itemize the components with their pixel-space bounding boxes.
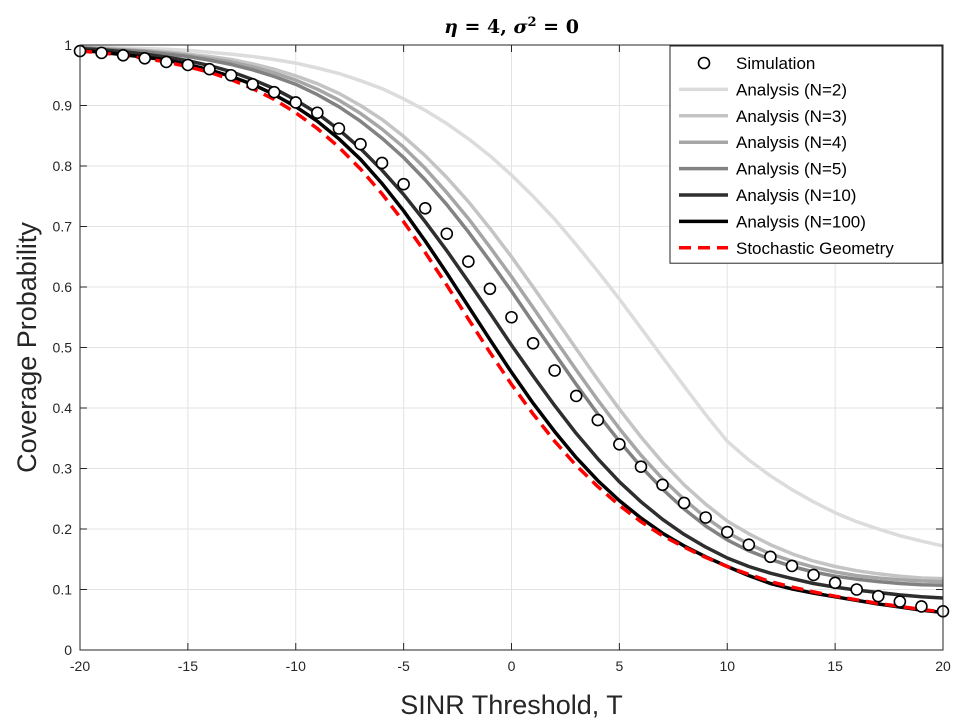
legend: Simulation Analysis (N=2) Analysis (N=3) An…	[669, 45, 943, 264]
x-tick-label: -5	[397, 658, 410, 674]
series-line-analysis-n-3	[79, 45, 944, 581]
simulation-markers	[73, 44, 950, 618]
series-layer	[79, 45, 944, 615]
simulation-marker	[548, 364, 561, 377]
legend-label-analysis-n-2: Analysis (N=2)	[736, 80, 847, 99]
y-tick-label: 0.9	[53, 98, 73, 114]
simulation-marker	[160, 55, 173, 69]
x-tick-label: -10	[286, 658, 306, 674]
simulation-marker	[289, 96, 303, 109]
y-tick-label: 0.8	[53, 158, 73, 174]
series-line-stochastic-geometry	[79, 49, 944, 614]
simulation-marker	[116, 48, 130, 62]
y-tick-label: 0.2	[53, 521, 73, 537]
simulation-marker	[418, 202, 432, 215]
y-tick-label: 1	[64, 37, 72, 53]
x-tick-label: 10	[719, 658, 735, 674]
title-sigma-superscript: 2	[528, 15, 537, 30]
y-tick-label: 0.1	[53, 582, 73, 598]
simulation-marker	[246, 78, 259, 91]
title-sigma-text: = 0	[537, 16, 579, 38]
y-tick-label: 0.7	[53, 219, 73, 235]
y-axis-title: Coverage Probability	[12, 222, 42, 473]
simulation-marker	[505, 310, 518, 324]
simulation-marker	[893, 595, 907, 608]
simulation-marker	[95, 46, 108, 60]
x-tick-label: -15	[178, 658, 198, 674]
title-eta-text: = 4,	[458, 16, 514, 38]
simulation-marker	[850, 583, 864, 596]
y-tick-label: 0.6	[53, 279, 73, 295]
legend-label-simulation: Simulation	[736, 54, 815, 73]
series-line-analysis-n-4	[79, 45, 944, 584]
x-axis-title: SINR Threshold, T	[400, 690, 623, 720]
simulation-marker	[397, 177, 410, 191]
legend-label-analysis-n-4: Analysis (N=4)	[736, 133, 847, 152]
simulation-marker	[181, 58, 195, 72]
legend-label-analysis-n-100: Analysis (N=100)	[736, 212, 866, 231]
simulation-marker	[699, 511, 712, 524]
simulation-marker	[354, 137, 367, 151]
simulation-marker	[613, 437, 626, 451]
series-line-analysis-n-5	[79, 46, 944, 588]
simulation-marker	[483, 282, 497, 296]
simulation-marker	[634, 460, 648, 473]
x-tick-label: 20	[935, 658, 951, 674]
simulation-marker	[332, 122, 346, 135]
simulation-marker	[375, 156, 389, 170]
simulation-marker	[462, 255, 475, 268]
legend-box	[669, 45, 943, 264]
simulation-marker	[203, 62, 216, 76]
simulation-marker	[656, 478, 669, 492]
simulation-marker	[267, 85, 281, 99]
title-eta-symbol: η	[444, 16, 458, 38]
simulation-marker	[720, 525, 734, 539]
simulation-marker	[440, 227, 454, 241]
title-sigma-symbol: σ	[514, 16, 529, 38]
chart-title: η = 4, σ2 = 0	[444, 15, 579, 39]
simulation-marker	[764, 550, 777, 564]
legend-swatch-simulation	[697, 56, 711, 70]
x-tick-label: -20	[70, 658, 90, 674]
series-line-analysis-n-10	[79, 46, 944, 600]
simulation-marker	[677, 496, 691, 510]
simulation-marker	[871, 589, 885, 603]
x-tick-label: 5	[615, 658, 623, 674]
legend-label-analysis-n-3: Analysis (N=3)	[736, 107, 847, 126]
legend-label-stochastic-geometry: Stochastic Geometry	[736, 239, 894, 258]
y-tick-label: 0.4	[53, 400, 73, 416]
y-tick-label: 0	[64, 642, 72, 658]
simulation-marker	[569, 389, 583, 403]
simulation-marker	[138, 52, 152, 65]
y-tick-label: 0.5	[53, 340, 73, 356]
simulation-marker	[828, 576, 842, 590]
simulation-marker	[785, 559, 799, 573]
legend-label-analysis-n-5: Analysis (N=5)	[736, 160, 847, 179]
simulation-marker	[807, 568, 820, 582]
simulation-marker	[591, 413, 605, 427]
x-tick-label: 0	[508, 658, 516, 674]
simulation-marker	[915, 600, 928, 613]
simulation-marker	[742, 538, 756, 552]
legend-label-analysis-n-10: Analysis (N=10)	[736, 186, 856, 205]
series-line-analysis-n-2	[79, 45, 944, 548]
simulation-marker	[224, 68, 238, 82]
y-tick-label: 0.3	[53, 461, 73, 477]
x-tick-label: 15	[827, 658, 843, 674]
simulation-marker	[311, 106, 324, 120]
simulation-marker	[526, 336, 540, 350]
